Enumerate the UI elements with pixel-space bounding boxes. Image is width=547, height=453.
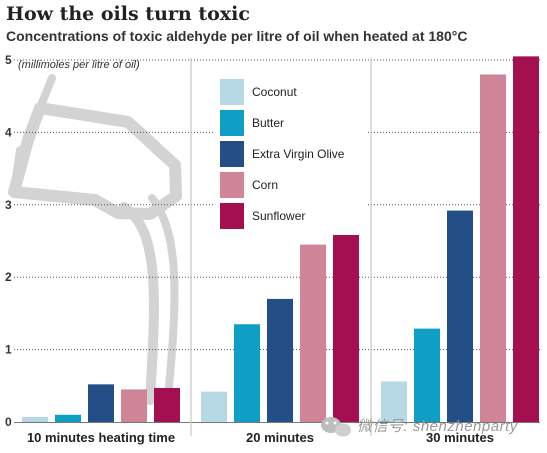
legend-label: Butter	[252, 116, 284, 130]
category-label: 20 minutes	[246, 430, 314, 445]
bar-coconut	[381, 381, 407, 422]
legend-swatch	[220, 203, 244, 229]
legend-label: Sunflower	[252, 209, 305, 223]
bar-extra-virgin-olive	[447, 210, 473, 422]
chart-title: How the oils turn toxic	[6, 3, 250, 25]
legend-swatch	[220, 141, 244, 167]
y-tick-label: 4	[5, 125, 12, 139]
y-tick-label: 3	[5, 198, 12, 212]
legend: Coconut Butter Extra Virgin Olive Corn Sunfl…	[214, 72, 366, 235]
bar-extra-virgin-olive	[267, 298, 293, 422]
chart-subtitle: Concentrations of toxic aldehyde per lit…	[6, 28, 468, 44]
legend-swatch	[220, 110, 244, 136]
bar-coconut	[201, 391, 227, 422]
y-tick-label: 5	[5, 53, 12, 67]
category-label: 10 minutes heating time	[27, 430, 175, 445]
oil-jug-illustration	[8, 74, 182, 405]
wechat-icon	[321, 417, 351, 437]
y-axis: 0 1 2 3 4 5	[5, 53, 12, 429]
legend-swatch	[220, 172, 244, 198]
bar-sunflower	[154, 387, 180, 422]
legend-swatch	[220, 79, 244, 105]
bar-sunflower	[513, 56, 539, 422]
bar-butter	[55, 414, 81, 422]
legend-label: Corn	[252, 178, 278, 192]
bar-butter	[414, 328, 440, 422]
bar-corn	[480, 74, 506, 422]
y-tick-label: 0	[5, 415, 12, 429]
y-axis-label: (millimoles per litre of oil)	[18, 59, 140, 71]
legend-label: Coconut	[252, 85, 297, 99]
bars	[22, 56, 539, 422]
bar-corn	[121, 389, 147, 422]
y-tick-label: 2	[5, 270, 12, 284]
bar-butter	[234, 324, 260, 422]
category-label: 30 minutes	[426, 430, 494, 445]
bar-coconut	[22, 416, 48, 422]
bar-corn	[300, 244, 326, 422]
y-tick-label: 1	[5, 343, 12, 357]
watermark-text: 微信号: shenzhenparty	[357, 418, 519, 435]
x-axis: 10 minutes heating time 20 minutes 30 minu…	[27, 430, 494, 445]
legend-label: Extra Virgin Olive	[252, 147, 345, 161]
bar-extra-virgin-olive	[88, 384, 114, 422]
